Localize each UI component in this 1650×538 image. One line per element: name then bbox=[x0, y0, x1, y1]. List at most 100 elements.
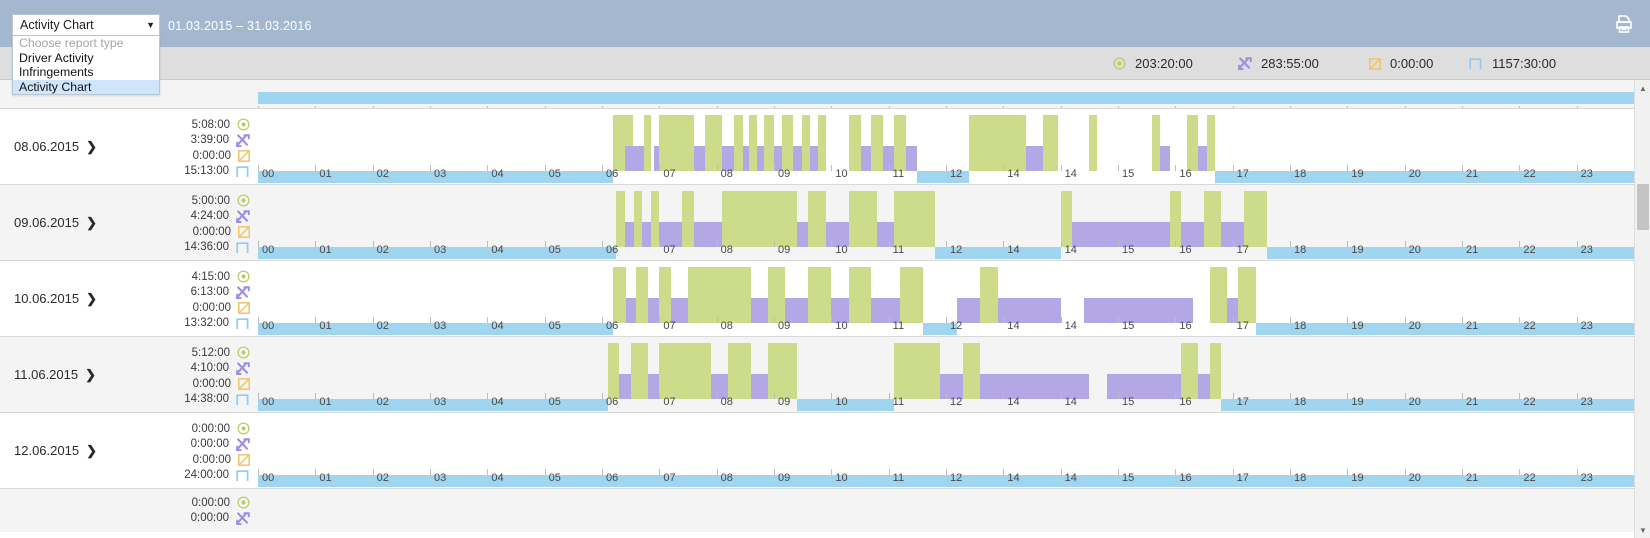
work-segment[interactable] bbox=[624, 146, 645, 177]
work-segment[interactable] bbox=[831, 298, 849, 329]
work-segment[interactable] bbox=[796, 222, 809, 253]
work-segment[interactable] bbox=[1160, 146, 1170, 177]
row-date-toggle[interactable]: 08.06.2015 ❯ bbox=[14, 139, 97, 155]
drive-segment[interactable] bbox=[1043, 115, 1059, 177]
drive-segment[interactable] bbox=[613, 267, 627, 329]
drive-segment[interactable] bbox=[900, 267, 924, 329]
work-segment[interactable] bbox=[1026, 146, 1044, 177]
drive-segment[interactable] bbox=[630, 343, 648, 405]
drive-segment[interactable] bbox=[728, 343, 752, 405]
rest-bar[interactable] bbox=[258, 247, 1634, 259]
work-segment[interactable] bbox=[624, 222, 634, 253]
drive-segment[interactable] bbox=[659, 267, 671, 329]
drive-segment[interactable] bbox=[763, 115, 774, 177]
drive-segment[interactable] bbox=[1206, 115, 1216, 177]
work-segment[interactable] bbox=[653, 146, 660, 177]
work-segment[interactable] bbox=[693, 146, 706, 177]
dropdown-option-driver-activity[interactable]: Driver Activity bbox=[19, 50, 94, 65]
row-date-toggle[interactable]: 10.06.2015 ❯ bbox=[14, 291, 97, 307]
drive-segment[interactable] bbox=[733, 115, 744, 177]
drive-segment[interactable] bbox=[633, 191, 643, 253]
work-segment[interactable] bbox=[670, 298, 688, 329]
drive-segment[interactable] bbox=[808, 267, 832, 329]
drive-segment[interactable] bbox=[615, 191, 625, 253]
print-icon[interactable] bbox=[1612, 12, 1636, 36]
drive-segment[interactable] bbox=[894, 115, 906, 177]
drive-segment[interactable] bbox=[782, 115, 794, 177]
scroll-down-arrow[interactable]: ▼ bbox=[1639, 525, 1647, 535]
work-segment[interactable] bbox=[722, 146, 734, 177]
drive-segment[interactable] bbox=[817, 115, 826, 177]
activity-row[interactable]: 11.06.2015 ❯ 5:12:00 4:10:00 0:00:00 14:38:00… bbox=[0, 336, 1634, 412]
work-segment[interactable] bbox=[1198, 374, 1210, 405]
work-segment[interactable] bbox=[743, 146, 750, 177]
activity-row[interactable]: 09.06.2015 ❯ 5:00:00 4:24:00 0:00:00 14:36:00… bbox=[0, 184, 1634, 260]
work-segment[interactable] bbox=[647, 374, 660, 405]
work-segment[interactable] bbox=[751, 374, 769, 405]
dropdown-option-infringements[interactable]: Infringements bbox=[19, 65, 94, 80]
rest-bar[interactable] bbox=[258, 92, 1634, 104]
row-graph[interactable]: 0001020304050607080910111214141516171819… bbox=[258, 80, 1634, 121]
work-segment[interactable] bbox=[774, 146, 783, 177]
rest-bar[interactable] bbox=[258, 323, 1634, 335]
scroll-up-arrow[interactable]: ▲ bbox=[1639, 83, 1647, 93]
drive-segment[interactable] bbox=[651, 191, 660, 253]
drive-segment[interactable] bbox=[1209, 267, 1227, 329]
drive-segment[interactable] bbox=[705, 115, 723, 177]
activity-row[interactable]: 10.06.2015 ❯ 4:15:00 6:13:00 0:00:00 13:32:00… bbox=[0, 260, 1634, 336]
work-segment[interactable] bbox=[647, 298, 660, 329]
row-date-toggle[interactable]: 12.06.2015 ❯ bbox=[14, 443, 97, 459]
work-segment[interactable] bbox=[659, 222, 683, 253]
work-segment[interactable] bbox=[957, 298, 981, 329]
drive-segment[interactable] bbox=[688, 267, 752, 329]
drive-segment[interactable] bbox=[1169, 191, 1182, 253]
row-graph[interactable] bbox=[258, 489, 1634, 532]
drive-segment[interactable] bbox=[644, 115, 652, 177]
drive-segment[interactable] bbox=[808, 191, 826, 253]
drive-segment[interactable] bbox=[848, 267, 872, 329]
work-segment[interactable] bbox=[905, 146, 918, 177]
drive-segment[interactable] bbox=[1244, 191, 1268, 253]
drive-segment[interactable] bbox=[871, 115, 883, 177]
rest-bar[interactable] bbox=[258, 399, 1634, 411]
activity-row[interactable]: 24:00:0000010203040506070809101112141415… bbox=[0, 80, 1634, 121]
work-segment[interactable] bbox=[1198, 146, 1207, 177]
work-segment[interactable] bbox=[785, 298, 809, 329]
drive-segment[interactable] bbox=[848, 191, 878, 253]
drive-segment[interactable] bbox=[722, 191, 797, 253]
row-date-toggle[interactable]: 11.06.2015 ❯ bbox=[14, 367, 96, 383]
drive-segment[interactable] bbox=[968, 115, 1027, 177]
drive-segment[interactable] bbox=[1181, 343, 1199, 405]
activity-row[interactable]: 08.06.2015 ❯ 5:08:00 3:39:00 0:00:00 15:13:00… bbox=[0, 108, 1634, 184]
work-segment[interactable] bbox=[877, 222, 895, 253]
work-segment[interactable] bbox=[756, 146, 764, 177]
work-segment[interactable] bbox=[619, 374, 631, 405]
drive-segment[interactable] bbox=[848, 115, 862, 177]
vertical-scrollbar[interactable]: ▲ ▼ bbox=[1634, 80, 1650, 538]
drive-segment[interactable] bbox=[1209, 343, 1222, 405]
scrollbar-thumb[interactable] bbox=[1637, 184, 1649, 230]
work-segment[interactable] bbox=[825, 222, 849, 253]
work-segment[interactable] bbox=[809, 146, 818, 177]
row-date-toggle[interactable]: 09.06.2015 ❯ bbox=[14, 215, 97, 231]
drive-segment[interactable] bbox=[607, 343, 620, 405]
drive-segment[interactable] bbox=[659, 343, 711, 405]
drive-segment[interactable] bbox=[768, 343, 797, 405]
rest-bar[interactable] bbox=[258, 475, 1634, 487]
drive-segment[interactable] bbox=[768, 267, 786, 329]
report-type-dropdown[interactable]: Choose report type Driver Activity Infri… bbox=[12, 36, 160, 96]
work-segment[interactable] bbox=[793, 146, 802, 177]
drive-segment[interactable] bbox=[682, 191, 694, 253]
work-segment[interactable] bbox=[1221, 222, 1245, 253]
drive-segment[interactable] bbox=[1204, 191, 1222, 253]
dropdown-option-placeholder[interactable]: Choose report type bbox=[19, 36, 124, 50]
activity-row[interactable]: 12.06.2015 ❯ 0:00:00 0:00:00 0:00:00 24:00:00… bbox=[0, 412, 1634, 488]
work-segment[interactable] bbox=[861, 146, 872, 177]
work-segment[interactable] bbox=[642, 222, 652, 253]
drive-segment[interactable] bbox=[749, 115, 757, 177]
